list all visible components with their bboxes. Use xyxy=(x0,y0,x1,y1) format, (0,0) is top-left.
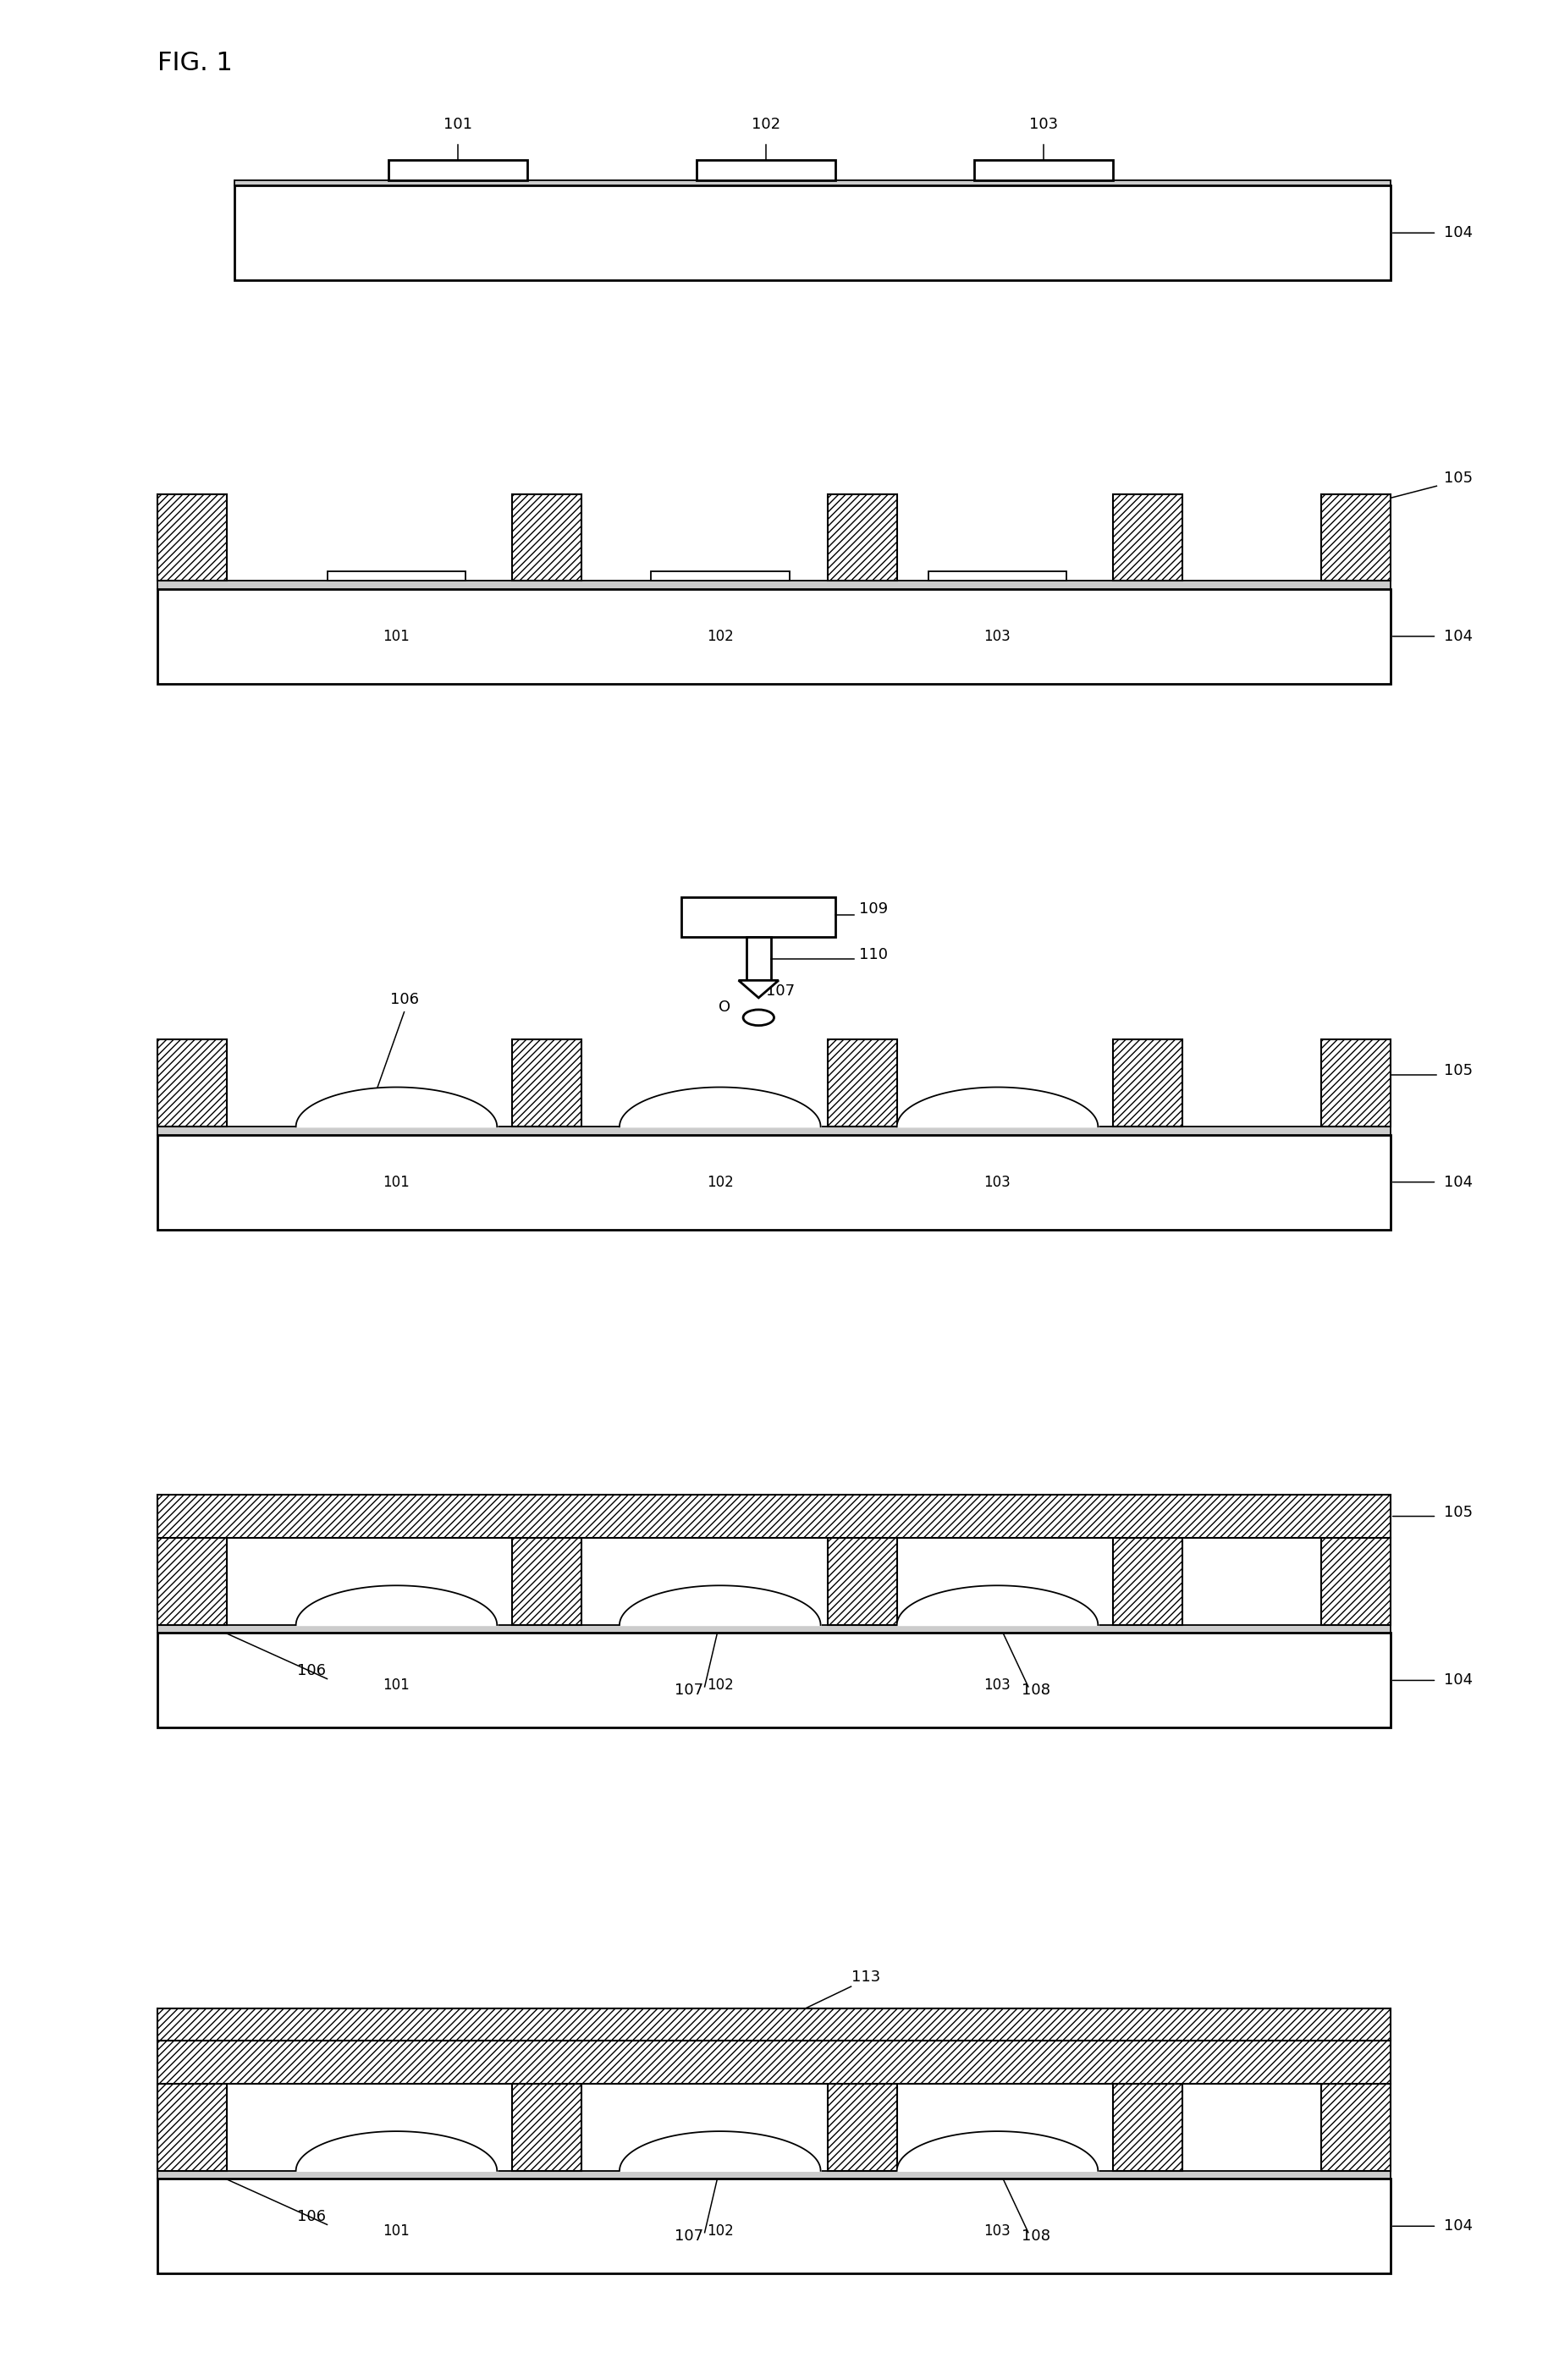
Bar xyxy=(929,1616,1067,1626)
Text: 104: 104 xyxy=(1444,1173,1474,1190)
Bar xyxy=(158,495,228,581)
Text: 104: 104 xyxy=(1444,2218,1474,2235)
Bar xyxy=(158,2178,1390,2273)
Bar xyxy=(1320,1537,1390,1626)
Bar xyxy=(697,159,836,181)
Bar xyxy=(158,588,1390,683)
Text: FIG. 1: FIG. 1 xyxy=(158,50,232,76)
Bar xyxy=(389,159,528,181)
Bar xyxy=(327,2161,466,2171)
Bar xyxy=(512,1040,582,1126)
Text: 104: 104 xyxy=(1444,226,1474,240)
Bar xyxy=(1113,495,1183,581)
Text: 105: 105 xyxy=(1444,1061,1474,1078)
Text: 105: 105 xyxy=(1444,471,1474,486)
Text: 104: 104 xyxy=(1444,628,1474,645)
Text: 109: 109 xyxy=(859,902,887,916)
Bar xyxy=(1113,2085,1183,2171)
Text: 102: 102 xyxy=(706,628,734,645)
Bar xyxy=(158,1633,1390,1728)
Text: 102: 102 xyxy=(706,2223,734,2240)
Text: 101: 101 xyxy=(382,1173,410,1190)
Text: 105: 105 xyxy=(1444,1504,1474,1521)
Bar xyxy=(746,938,771,981)
Bar xyxy=(929,1116,1067,1126)
Bar xyxy=(1113,1537,1183,1626)
Bar xyxy=(512,2085,582,2171)
Text: 106: 106 xyxy=(297,2209,327,2223)
Text: 103: 103 xyxy=(1029,117,1059,133)
Text: 101: 101 xyxy=(382,2223,410,2240)
Bar xyxy=(235,186,1390,281)
Text: 108: 108 xyxy=(1022,1683,1051,1697)
Text: 107: 107 xyxy=(766,983,796,1000)
Bar xyxy=(650,2161,789,2171)
Bar xyxy=(158,1537,228,1626)
Bar xyxy=(158,1135,1390,1230)
Text: 107: 107 xyxy=(675,2228,704,2244)
Bar xyxy=(1113,1040,1183,1126)
Bar xyxy=(158,2171,1390,2178)
Bar xyxy=(158,1626,1390,1633)
Bar xyxy=(1320,2085,1390,2171)
Text: 102: 102 xyxy=(706,1678,734,1692)
Text: 102: 102 xyxy=(706,1173,734,1190)
Text: 103: 103 xyxy=(985,2223,1011,2240)
Bar xyxy=(650,571,789,581)
Bar xyxy=(512,1537,582,1626)
Bar xyxy=(158,2085,228,2171)
Text: 113: 113 xyxy=(851,1968,879,1985)
Bar xyxy=(650,1116,789,1126)
Text: 102: 102 xyxy=(752,117,780,133)
Bar xyxy=(974,159,1113,181)
Text: 108: 108 xyxy=(1022,2228,1051,2244)
Bar xyxy=(327,1116,466,1126)
Bar xyxy=(929,571,1067,581)
Bar xyxy=(681,897,836,938)
Bar xyxy=(158,581,1390,588)
Bar xyxy=(158,1495,1390,1537)
Bar xyxy=(1320,495,1390,581)
Bar xyxy=(828,1537,898,1626)
Text: 106: 106 xyxy=(390,992,418,1007)
Bar xyxy=(1320,1040,1390,1126)
Text: 106: 106 xyxy=(297,1664,327,1678)
Bar xyxy=(929,2161,1067,2171)
Text: 103: 103 xyxy=(985,1173,1011,1190)
Bar xyxy=(158,2009,1390,2040)
Text: 110: 110 xyxy=(859,947,887,962)
Bar xyxy=(650,1616,789,1626)
Polygon shape xyxy=(738,981,779,997)
Text: 104: 104 xyxy=(1444,1673,1474,1687)
Bar xyxy=(512,495,582,581)
Bar xyxy=(235,181,1390,186)
Text: 107: 107 xyxy=(675,1683,704,1697)
Text: 101: 101 xyxy=(444,117,472,133)
Bar xyxy=(327,571,466,581)
Bar xyxy=(828,2085,898,2171)
Bar xyxy=(158,1126,1390,1135)
Bar xyxy=(158,1040,228,1126)
Text: 101: 101 xyxy=(382,628,410,645)
Text: 103: 103 xyxy=(985,1678,1011,1692)
Bar xyxy=(327,1616,466,1626)
Bar xyxy=(158,2040,1390,2085)
Text: 103: 103 xyxy=(985,628,1011,645)
Text: 101: 101 xyxy=(382,1678,410,1692)
Bar xyxy=(828,1040,898,1126)
Bar xyxy=(828,495,898,581)
Text: O: O xyxy=(718,1000,731,1014)
